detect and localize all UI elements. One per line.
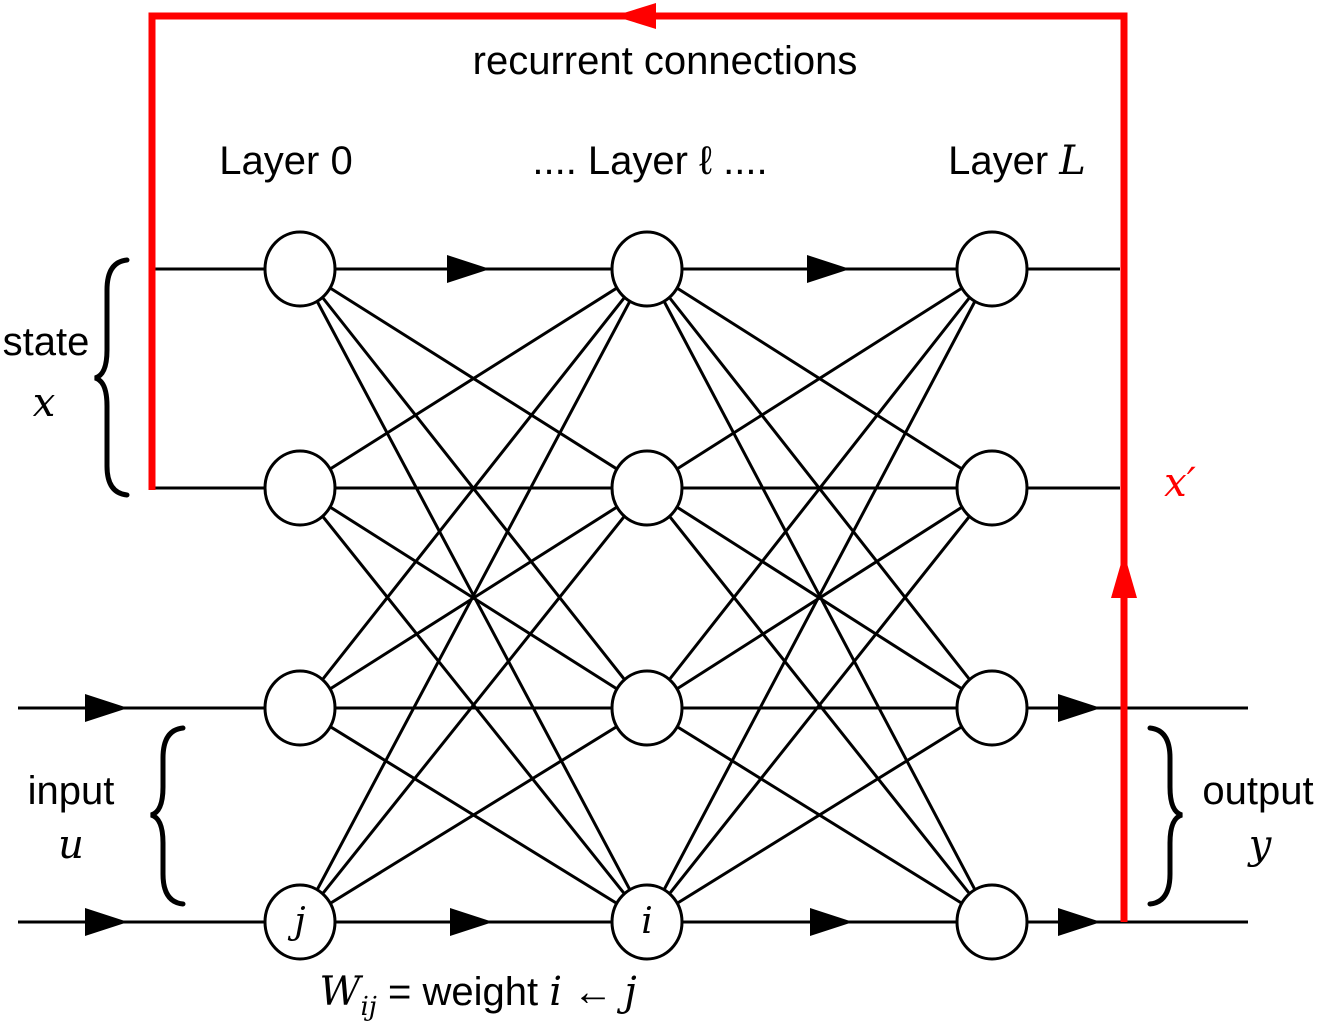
layer-arrow-top-1 xyxy=(447,255,490,283)
output-brace xyxy=(1147,725,1183,907)
edge-l0-n3-to-n1 xyxy=(298,487,649,923)
network-edges xyxy=(298,267,994,924)
edge-l1-n3-to-n0 xyxy=(645,268,994,923)
x-prime-label: x′ xyxy=(1164,460,1196,506)
edge-l1-n2-to-n0 xyxy=(645,268,994,709)
edge-l0-n3-to-n0 xyxy=(298,268,649,923)
state-var: x xyxy=(33,380,56,426)
node-ll-2 xyxy=(610,449,684,527)
state-brace xyxy=(94,257,130,498)
output-label: output xyxy=(1202,769,1313,813)
recurrent-loop xyxy=(148,3,1137,922)
node-lL-3 xyxy=(955,669,1029,747)
signal-lines xyxy=(18,267,1248,924)
recurrent-arrow-top xyxy=(614,3,656,29)
layer-arrow-bottom-2 xyxy=(810,908,853,936)
node-l0-1 xyxy=(263,230,337,308)
recurrent-connections-label: recurrent connections xyxy=(473,39,858,83)
node-lL-4 xyxy=(955,883,1029,961)
input-arrow-1 xyxy=(85,694,128,722)
network-nodes xyxy=(263,230,1029,961)
input-brace xyxy=(150,725,186,907)
recurrent-arrow-right xyxy=(1111,553,1137,598)
layer-L-label: Layer L xyxy=(948,138,1086,184)
layer-arrow-bottom-1 xyxy=(450,908,493,936)
edge-l1-n1-to-n0 xyxy=(646,267,993,490)
edge-l0-n2-to-n0 xyxy=(298,268,649,709)
output-arrow-1 xyxy=(1058,694,1101,722)
edge-l0-n1-to-n0 xyxy=(299,267,648,490)
state-label: state xyxy=(3,320,90,364)
node-l0-2 xyxy=(263,449,337,527)
weight-caption: Wij = weight i ← j xyxy=(319,969,636,1022)
flow-arrows xyxy=(85,255,1101,936)
node-l0-3 xyxy=(263,669,337,747)
input-var: u xyxy=(58,822,84,868)
edge-l0-n3-to-n2 xyxy=(299,706,648,924)
edge-l1-n3-to-n2 xyxy=(646,706,993,924)
input-label: input xyxy=(28,769,115,813)
node-i xyxy=(610,883,684,961)
layer-0-label: Layer 0 xyxy=(219,139,352,183)
node-lL-2 xyxy=(955,449,1029,527)
node-i-label: i xyxy=(641,901,653,942)
layer-l-label: .... Layer ℓ .... xyxy=(532,139,767,183)
node-ll-1 xyxy=(610,230,684,308)
node-j xyxy=(263,883,337,961)
edge-l1-n3-to-n1 xyxy=(645,487,994,923)
output-var: y xyxy=(1247,822,1273,868)
input-arrow-2 xyxy=(85,908,128,936)
output-arrow-2 xyxy=(1058,908,1101,936)
node-lL-1 xyxy=(955,230,1029,308)
node-ll-3 xyxy=(610,669,684,747)
layer-arrow-top-2 xyxy=(807,255,850,283)
